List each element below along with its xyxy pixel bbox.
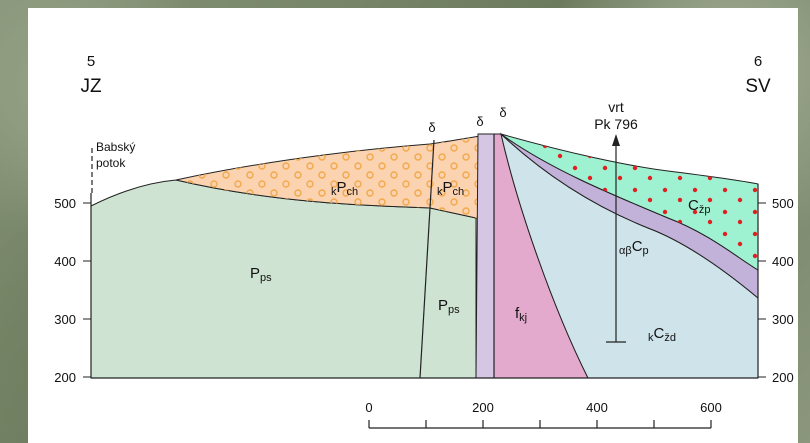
- fault-line-left: [419, 139, 435, 379]
- geologic-cross-section: 500 400 300 200 500 400 300 200 5 JZ 6 S…: [54, 53, 794, 429]
- right-endpoint-code: SV: [745, 76, 771, 97]
- left-ticks: [83, 202, 91, 378]
- scale-label: 400: [586, 400, 608, 415]
- borehole-arrow-icon: [612, 134, 620, 146]
- right-endpoint-number: 6: [754, 53, 762, 70]
- borehole-label-line2: Pk 796: [594, 116, 638, 132]
- cross-section-panel: 500 400 300 200 500 400 300 200 5 JZ 6 S…: [28, 8, 798, 443]
- unit-kpch-circles: [176, 134, 494, 220]
- unit-dike-body: [475, 133, 495, 379]
- stream-label-line1: Babský: [96, 140, 135, 154]
- unit-label-abcp: αβCp: [619, 238, 649, 257]
- unit-pps-body: [90, 179, 477, 379]
- borehole-label-line1: vrt: [608, 99, 624, 115]
- left-tick-label: 500: [54, 196, 76, 211]
- left-tick-label: 300: [54, 312, 76, 327]
- right-ticks: [758, 202, 766, 378]
- scale-label: 200: [472, 400, 494, 415]
- right-tick-label: 500: [772, 196, 794, 211]
- scale-label: 0: [365, 400, 372, 415]
- left-tick-label: 200: [54, 370, 76, 385]
- left-tick-label: 400: [54, 254, 76, 269]
- right-tick-label: 400: [772, 254, 794, 269]
- unit-label-kpch: kPch: [331, 179, 358, 198]
- delta-mark: δ: [499, 105, 506, 120]
- right-tick-label: 300: [772, 312, 794, 327]
- unit-label-pps: Pps: [438, 297, 460, 316]
- unit-czp-dots: [501, 134, 758, 270]
- scale-bar: [368, 420, 712, 429]
- unit-label-fkj: fkj: [515, 305, 527, 324]
- unit-label-czp: Cžp: [688, 197, 710, 216]
- delta-mark: δ: [428, 120, 435, 135]
- unit-label-kczd: kCžd: [648, 325, 676, 344]
- delta-mark: δ: [476, 114, 483, 129]
- scale-label: 600: [700, 400, 722, 415]
- right-tick-label: 200: [772, 370, 794, 385]
- left-endpoint-number: 5: [87, 53, 95, 70]
- unit-label-pps: Pps: [250, 265, 272, 284]
- left-endpoint-code: JZ: [80, 76, 102, 97]
- stream-label-line2: potok: [96, 156, 126, 170]
- unit-label-kpch: kPch: [437, 179, 464, 198]
